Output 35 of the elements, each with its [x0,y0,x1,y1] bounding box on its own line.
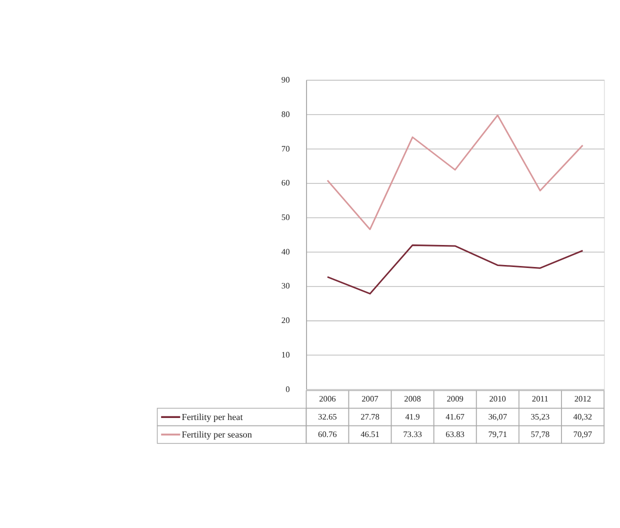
x-tick-label: 2011 [532,394,548,404]
data-label: 73.33 [403,430,422,439]
y-tick-label: 20 [281,316,290,326]
x-tick-label: 2009 [446,394,464,404]
x-tick-label: 2006 [319,394,336,404]
data-label: 41.67 [446,412,464,422]
data-label: 27.78 [360,412,380,422]
data-label: 32.65 [318,412,337,422]
y-tick-label: 0 [286,384,290,394]
data-label: 41.9 [405,412,420,422]
y-tick-label: 60 [281,178,290,188]
data-label: 63.83 [446,430,464,439]
line-series [326,114,584,230]
y-tick-label: 70 [281,144,290,154]
legend-label: Fertility per season [182,430,252,440]
x-tick-label: 2010 [489,394,506,404]
x-tick-label: 2012 [574,394,592,404]
y-tick-label: 80 [281,110,290,119]
legend-label: Fertility per heat [182,412,244,422]
data-label: 60.76 [318,430,337,439]
data-label: 70,97 [573,430,592,439]
y-tick-label: 10 [281,350,290,360]
y-tick-label: 40 [281,247,290,256]
data-label: 79,71 [488,430,508,439]
data-label: 35,23 [530,412,550,422]
data-label: 36,07 [488,412,508,422]
line-series [326,244,584,294]
y-tick-label: 90 [281,76,290,85]
x-tick-label: 2008 [404,394,421,404]
data-label: 40,32 [573,412,592,422]
data-label: 46.51 [360,430,380,439]
y-tick-label: 30 [281,282,290,291]
data-label: 57,78 [530,430,550,439]
x-tick-label: 2007 [362,394,378,404]
y-tick-label: 50 [281,213,290,222]
